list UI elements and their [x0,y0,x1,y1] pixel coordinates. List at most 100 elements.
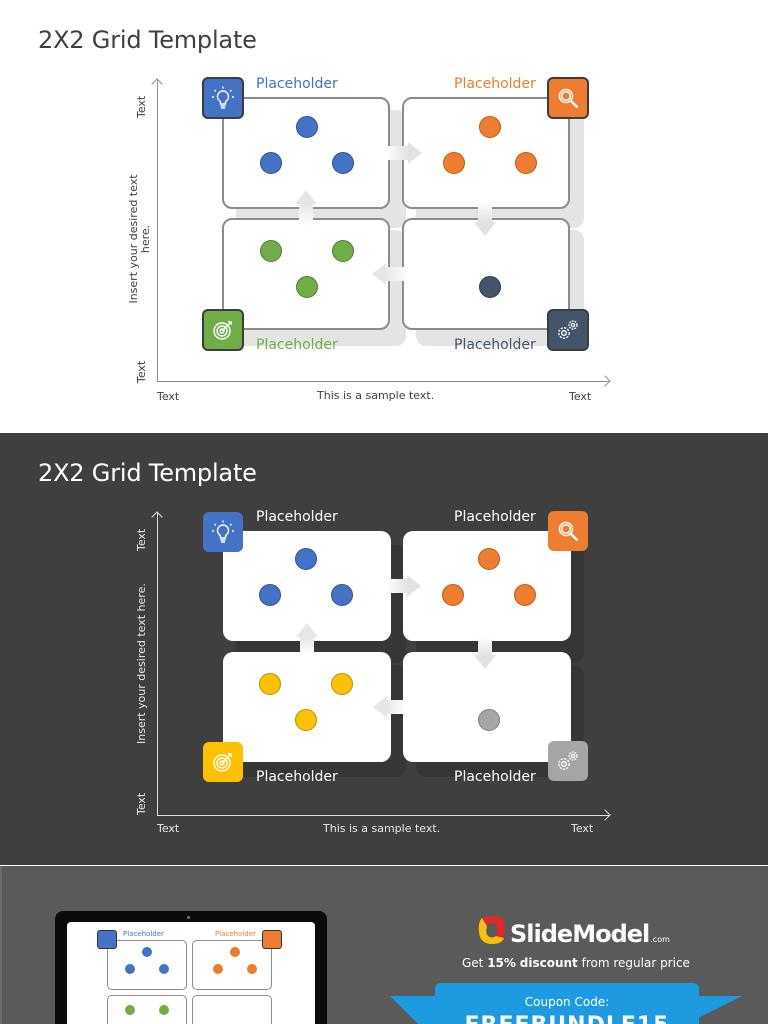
x-axis-arrow-icon [599,809,611,821]
quadrant-label-bottom-right: Placeholder [454,769,536,785]
dot [332,152,354,174]
coupon-ribbon[interactable]: Coupon Code: FREEBUNDLE15 [435,983,699,1024]
mini-magnifier-badge [262,930,282,949]
discount-prefix: Get [462,956,488,970]
coupon-code[interactable]: FREEBUNDLE15 [435,1013,699,1024]
dot [296,276,318,298]
quadrant-top-right [403,531,571,641]
mini-dot [247,964,257,974]
gears-icon [558,751,578,770]
quadrant-bottom-left [222,218,390,330]
lightbulb-icon [212,520,234,543]
mini-quadrant [107,995,187,1024]
target-badge [202,309,244,351]
y-axis-bottom-label: Text [135,792,148,815]
dot [260,240,282,262]
y-axis [157,513,158,815]
dot [260,152,282,174]
mini-dot [125,964,135,974]
dot [259,673,281,695]
magnifier-icon [558,521,579,542]
x-axis-right-label: Text [569,390,592,403]
quadrant-label-top-right: Placeholder [454,76,536,92]
target-icon [213,320,233,340]
promo-banner: Placeholder Placeholder SlideModel .com … [0,866,768,1024]
laptop-screen: Placeholder Placeholder [67,922,315,1024]
magnifier-badge [548,511,588,551]
discount-text: Get 15% discount from regular price [462,956,690,970]
dot [332,240,354,262]
laptop-preview: Placeholder Placeholder [55,911,327,1024]
mini-dot [230,947,240,957]
quadrant-label-top-left: Placeholder [256,76,338,92]
mini-quadrant [192,995,272,1024]
x-axis-left-label: Text [157,390,180,403]
quadrant-label-bottom-left: Placeholder [256,769,338,785]
mini-dot [142,947,152,957]
lightbulb-icon [212,86,234,109]
mini-dot [159,1005,169,1015]
brand-name: SlideModel [510,920,650,948]
quadrant-bottom-right [402,218,570,330]
lightbulb-badge [203,512,243,552]
x-axis [157,381,609,382]
magnifier-icon [558,88,579,109]
x-axis [157,815,609,816]
gears-badge [547,309,589,351]
mini-quadrant [192,940,272,990]
dot [442,584,464,606]
x-axis-left-label: Text [157,822,180,835]
quadrant-label-top-right: Placeholder [454,509,536,525]
x-axis-right-label: Text [571,822,594,835]
discount-percent: 15% [487,956,516,970]
y-axis-top-label: Text [135,95,148,118]
y-axis-top-label: Text [135,528,148,551]
quadrant-label-bottom-right: Placeholder [454,337,536,353]
x-axis-middle-label: This is a sample text. [323,822,441,835]
x-axis-arrow-icon [599,375,611,387]
slidemodel-logo-icon [478,916,505,944]
dot [515,152,537,174]
y-axis [157,80,158,381]
quadrant-top-left [223,531,391,641]
gears-icon [558,320,578,339]
coupon-label: Coupon Code: [524,995,610,1009]
dot [295,709,317,731]
slidemodel-logo[interactable]: SlideModel .com [476,914,670,948]
dot [295,548,317,570]
quadrant-top-right [402,97,570,209]
slide-dark: 2X2 Grid Template Text Insert your desir… [0,433,768,865]
dot [479,116,501,138]
slide-light: 2X2 Grid Template Text Insert your desir… [0,0,768,432]
mini-label-top-right: Placeholder [215,930,256,938]
dot [331,673,353,695]
dot [296,116,318,138]
quadrant-bottom-right [403,652,571,762]
dot [478,548,500,570]
y-axis-middle-label: Insert your desired text here. [127,173,152,305]
y-axis-middle-label-line2: here. [139,224,152,254]
lightbulb-badge [202,77,244,119]
y-axis-arrow-icon [151,511,163,523]
mini-dot [213,964,223,974]
dot [514,584,536,606]
dot [331,584,353,606]
mini-lightbulb-badge [97,930,117,949]
brand-suffix: .com [650,935,670,944]
mini-label-top-left: Placeholder [123,930,164,938]
quadrant-label-bottom-left: Placeholder [256,337,338,353]
y-axis-middle-label: Insert your desired text here. [135,583,148,744]
quadrant-bottom-left [223,652,391,762]
laptop-camera [187,916,190,919]
y-axis-arrow-icon [151,78,163,90]
target-icon [213,752,233,772]
discount-suffix: from regular price [577,956,690,970]
magnifier-badge [547,77,589,119]
y-axis-bottom-label: Text [135,360,148,383]
discount-word: discount [519,956,578,970]
x-axis-middle-label: This is a sample text. [317,389,435,402]
gears-badge [548,741,588,781]
mini-dot [159,964,169,974]
quadrant-label-top-left: Placeholder [256,509,338,525]
dot [478,709,500,731]
